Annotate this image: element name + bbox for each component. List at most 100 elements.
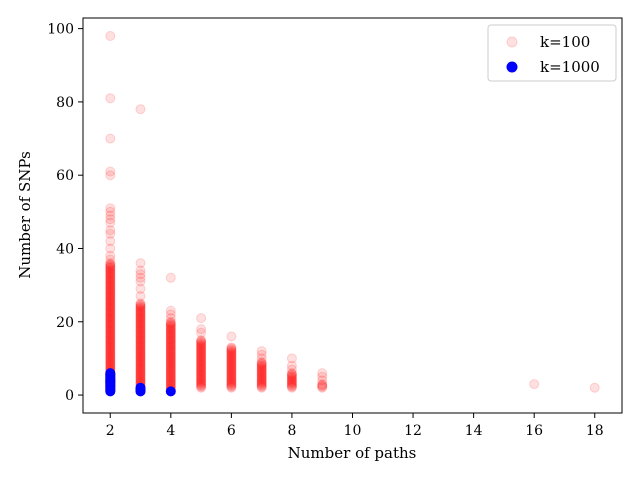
data-point bbox=[165, 329, 176, 340]
data-point bbox=[196, 369, 207, 380]
data-point bbox=[135, 343, 146, 354]
data-point bbox=[165, 355, 176, 366]
y-tick-label: 100 bbox=[47, 22, 74, 38]
data-point bbox=[317, 371, 328, 382]
data-point bbox=[256, 366, 267, 377]
data-point bbox=[226, 381, 237, 392]
data-point bbox=[256, 363, 267, 374]
data-point bbox=[105, 259, 116, 270]
data-point bbox=[135, 349, 146, 360]
data-point bbox=[165, 374, 176, 385]
data-point bbox=[256, 346, 267, 357]
data-point bbox=[105, 243, 116, 254]
data-point bbox=[105, 277, 116, 288]
data-point bbox=[226, 374, 237, 385]
data-point bbox=[165, 327, 176, 338]
data-point bbox=[165, 338, 176, 349]
data-point bbox=[135, 326, 146, 337]
data-point bbox=[105, 270, 116, 280]
data-point bbox=[135, 367, 146, 378]
data-point bbox=[135, 364, 146, 375]
data-point bbox=[256, 381, 267, 392]
data-point bbox=[196, 339, 207, 350]
data-point bbox=[226, 354, 237, 365]
data-point bbox=[135, 353, 146, 364]
data-point bbox=[226, 376, 237, 387]
data-point bbox=[196, 370, 207, 381]
data-point bbox=[165, 336, 176, 347]
data-point bbox=[105, 351, 116, 362]
data-point bbox=[135, 335, 146, 346]
data-point bbox=[256, 367, 267, 378]
data-point bbox=[226, 342, 237, 353]
data-point bbox=[105, 335, 116, 346]
data-point bbox=[196, 372, 207, 383]
data-point bbox=[105, 311, 116, 322]
data-point bbox=[165, 320, 176, 331]
data-point bbox=[105, 289, 116, 300]
data-point bbox=[196, 367, 207, 378]
data-point bbox=[165, 348, 176, 359]
data-point bbox=[226, 345, 237, 356]
data-point bbox=[135, 336, 146, 346]
data-point bbox=[135, 302, 146, 313]
data-point bbox=[165, 341, 176, 352]
data-point bbox=[135, 300, 146, 311]
data-point bbox=[165, 369, 176, 380]
data-point bbox=[135, 313, 146, 324]
data-point bbox=[165, 323, 176, 334]
data-point bbox=[135, 272, 146, 283]
data-point bbox=[196, 380, 207, 390]
data-point bbox=[105, 355, 116, 366]
data-point bbox=[226, 382, 237, 393]
data-point bbox=[105, 349, 116, 360]
data-point bbox=[135, 345, 146, 356]
data-point bbox=[105, 217, 116, 228]
data-point bbox=[135, 309, 146, 320]
data-point bbox=[135, 325, 146, 335]
series-k1000 bbox=[105, 368, 176, 397]
data-point bbox=[256, 369, 267, 379]
data-point bbox=[196, 337, 207, 348]
data-point bbox=[196, 347, 207, 357]
data-point bbox=[105, 294, 116, 305]
data-point bbox=[226, 368, 237, 379]
data-point bbox=[256, 375, 267, 386]
data-point bbox=[226, 356, 237, 367]
data-point bbox=[105, 354, 116, 365]
data-point bbox=[165, 354, 176, 365]
data-point bbox=[226, 375, 237, 386]
data-point bbox=[165, 328, 176, 339]
data-point bbox=[105, 330, 116, 341]
data-point bbox=[135, 338, 146, 349]
data-point bbox=[105, 274, 116, 285]
data-point bbox=[135, 258, 146, 269]
data-point bbox=[286, 370, 297, 381]
data-point bbox=[135, 265, 146, 276]
data-point bbox=[256, 377, 267, 388]
legend-marker-k1000 bbox=[506, 61, 518, 73]
data-point bbox=[165, 359, 176, 370]
data-point bbox=[135, 369, 146, 379]
data-point bbox=[165, 367, 176, 378]
data-point bbox=[165, 337, 176, 348]
data-point bbox=[226, 370, 237, 381]
data-point bbox=[196, 349, 207, 360]
y-axis-label: Number of SNPs bbox=[16, 151, 34, 279]
data-point bbox=[135, 346, 146, 357]
data-point bbox=[196, 361, 207, 372]
data-point bbox=[165, 375, 176, 386]
data-point bbox=[105, 265, 116, 276]
data-point bbox=[105, 332, 116, 343]
data-point bbox=[165, 339, 176, 350]
y-tick-label: 0 bbox=[65, 388, 74, 404]
data-point bbox=[226, 357, 237, 368]
data-point bbox=[196, 357, 207, 368]
data-point bbox=[196, 376, 207, 387]
data-point bbox=[196, 382, 207, 393]
data-point bbox=[256, 372, 267, 383]
x-tick-label: 18 bbox=[586, 423, 604, 439]
data-point bbox=[226, 352, 237, 363]
data-point bbox=[226, 331, 237, 342]
data-point bbox=[135, 352, 146, 363]
